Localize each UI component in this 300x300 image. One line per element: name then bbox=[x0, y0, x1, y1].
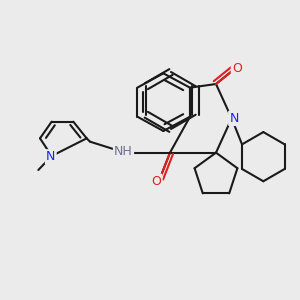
Text: N: N bbox=[46, 150, 56, 164]
Text: O: O bbox=[152, 175, 161, 188]
Text: O: O bbox=[232, 62, 242, 75]
Text: NH: NH bbox=[114, 145, 133, 158]
Text: N: N bbox=[230, 112, 239, 125]
